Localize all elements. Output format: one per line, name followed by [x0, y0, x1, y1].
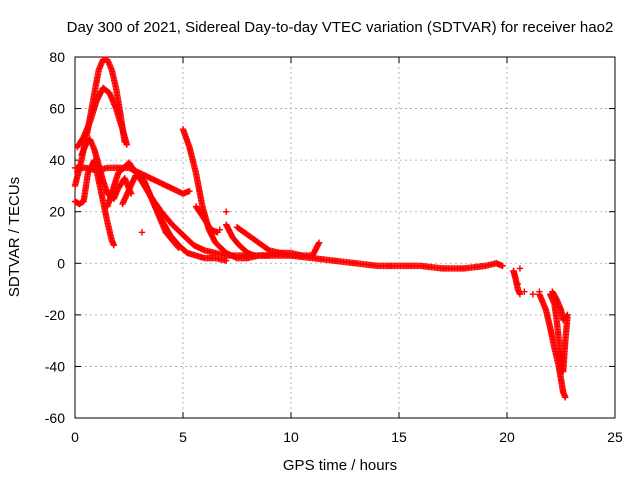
data-point — [563, 312, 570, 320]
plot-frame — [74, 56, 616, 419]
tick-labels: 0 5 10 15 20 25 -60 -40 -20 0 20 40 60 80 — [45, 49, 623, 445]
data-point — [516, 265, 524, 272]
data-point — [138, 229, 146, 236]
data-point — [223, 257, 230, 264]
data-point — [123, 141, 131, 148]
data-point — [315, 239, 323, 246]
data-point — [499, 262, 506, 270]
data-point — [514, 280, 521, 288]
x-tick-label: 25 — [607, 429, 623, 445]
y-tick-label: 20 — [49, 204, 65, 220]
x-tick-label: 15 — [391, 429, 407, 445]
data-point — [216, 226, 223, 233]
y-tick-label: -40 — [45, 358, 65, 374]
data-point — [251, 252, 258, 259]
data-point — [562, 394, 569, 401]
data-point — [516, 291, 524, 298]
x-tick-label: 0 — [71, 429, 79, 445]
data-point — [510, 267, 517, 275]
x-axis-label: GPS time / hours — [283, 457, 397, 474]
data-points — [71, 56, 571, 401]
y-axis-label: SDTVAR / TECUs — [6, 177, 23, 297]
data-point — [521, 288, 528, 295]
data-point — [564, 311, 571, 319]
y-tick-label: 40 — [49, 152, 65, 168]
data-point — [536, 288, 543, 295]
y-tick-label: -20 — [45, 307, 65, 323]
data-point — [186, 187, 193, 195]
data-point — [174, 243, 182, 250]
data-point — [110, 242, 118, 249]
data-point — [529, 291, 537, 298]
y-tick-label: 80 — [49, 49, 65, 65]
y-tick-label: -60 — [45, 410, 65, 426]
x-tick-label: 20 — [499, 429, 515, 445]
data-point — [175, 244, 182, 252]
chart-title: Day 300 of 2021, Sidereal Day-to-day VTE… — [67, 19, 614, 36]
grid — [74, 56, 616, 419]
y-tick-label: 60 — [49, 101, 65, 117]
x-tick-label: 5 — [179, 429, 187, 445]
x-tick-label: 10 — [283, 429, 299, 445]
data-point — [223, 208, 230, 215]
y-tick-label: 0 — [57, 255, 65, 271]
